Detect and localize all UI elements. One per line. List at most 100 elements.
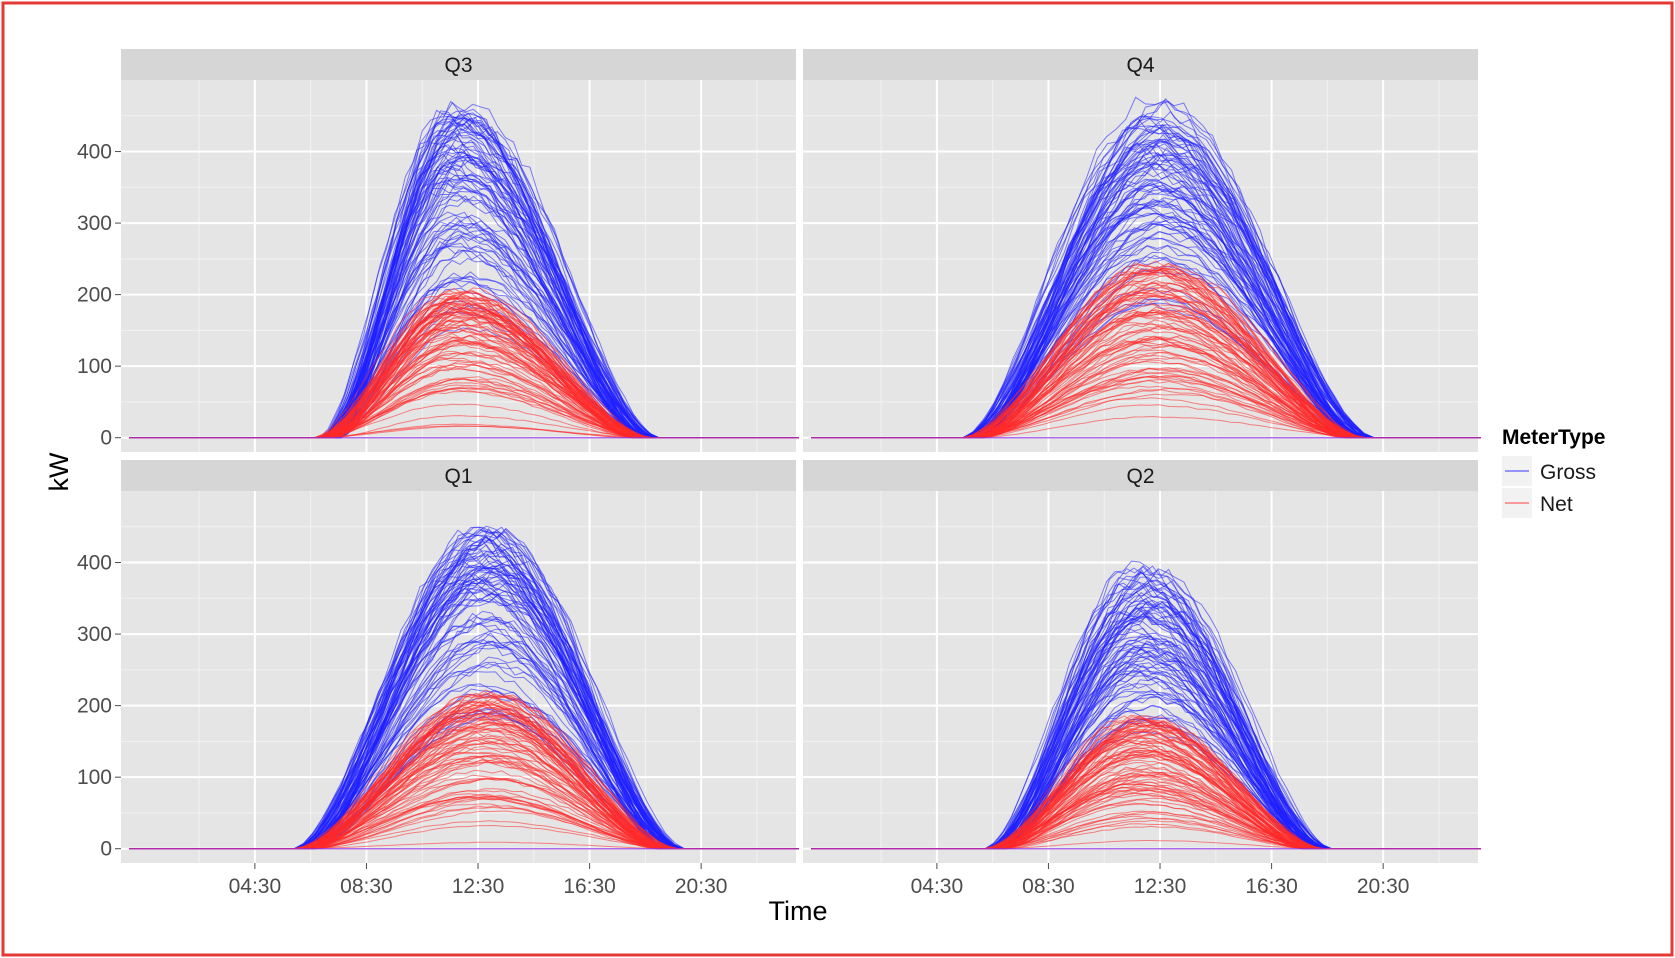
- net-curve: [129, 311, 799, 439]
- panels: Q3 0 100 200 300 400 Q4 Q1 0 100 200 300 400 04:30 08:…: [77, 49, 1481, 898]
- net-curve: [129, 709, 799, 850]
- net-curve: [129, 403, 799, 439]
- y-tick-label: 100: [77, 355, 112, 378]
- gross-curve: [129, 559, 799, 850]
- strip-q1: [121, 460, 796, 491]
- x-tick-label: 12:30: [1134, 875, 1187, 898]
- y-tick-label: 200: [77, 695, 112, 718]
- net-curve: [129, 756, 799, 850]
- net-curve: [811, 380, 1481, 439]
- series-gross: [129, 100, 799, 439]
- gross-curve: [129, 131, 799, 439]
- net-curve: [811, 810, 1481, 850]
- net-curve: [129, 805, 799, 850]
- gross-curve: [811, 147, 1481, 439]
- series-net: [129, 287, 799, 439]
- x-tick-label: 12:30: [452, 875, 505, 898]
- gross-curve: [811, 652, 1481, 850]
- gross-curve: [129, 628, 799, 850]
- panel-q4: Q4: [803, 49, 1481, 452]
- gross-curve: [811, 181, 1481, 439]
- x-tick-label: 04:30: [911, 875, 964, 898]
- gross-curve: [811, 580, 1481, 850]
- gross-curve: [129, 214, 799, 439]
- panel-q2: Q2 04:30 08:30 12:30 16:30 20:30: [803, 460, 1481, 898]
- net-curve: [129, 740, 799, 850]
- gross-curve: [129, 580, 799, 850]
- net-curve: [811, 727, 1481, 850]
- gross-curve: [811, 564, 1481, 850]
- net-curve: [129, 793, 799, 850]
- net-curve: [811, 719, 1481, 850]
- net-curve: [129, 824, 799, 850]
- gross-curve: [129, 112, 799, 439]
- net-curve: [129, 730, 799, 850]
- gross-curve: [811, 605, 1481, 850]
- net-curve: [811, 351, 1481, 439]
- gross-curve: [811, 140, 1481, 439]
- net-curve: [129, 717, 799, 850]
- net-curve: [129, 778, 799, 850]
- y-tick-label: 400: [77, 552, 112, 575]
- net-curve: [129, 788, 799, 850]
- gross-curve: [129, 211, 799, 439]
- y-tick-label: 300: [77, 623, 112, 646]
- strip-q2: [803, 460, 1478, 491]
- x-tick-label: 08:30: [340, 875, 393, 898]
- net-curve: [811, 397, 1481, 439]
- net-curve: [811, 840, 1481, 850]
- gross-curve: [129, 528, 799, 850]
- net-curve: [811, 295, 1481, 439]
- net-curve: [811, 783, 1481, 850]
- panel-background: [121, 491, 796, 863]
- y-tick-label: 200: [77, 284, 112, 307]
- gross-curve: [129, 103, 799, 439]
- net-curve: [811, 371, 1481, 439]
- net-curve: [129, 323, 799, 439]
- x-tick-label: 20:30: [675, 875, 728, 898]
- strip-q4: [803, 49, 1478, 80]
- gross-curve: [129, 589, 799, 850]
- net-curve: [129, 761, 799, 850]
- legend-label: Gross: [1540, 461, 1596, 484]
- net-curve: [129, 302, 799, 439]
- net-curve: [811, 775, 1481, 850]
- gross-curve: [129, 183, 799, 439]
- y-tick-label: 0: [100, 838, 112, 861]
- net-curve: [129, 376, 799, 439]
- net-curve: [129, 287, 799, 439]
- net-curve: [129, 298, 799, 439]
- net-curve: [811, 774, 1481, 850]
- legend: MeterType Gross Net: [1502, 426, 1605, 518]
- y-tick-label: 100: [77, 766, 112, 789]
- x-tick-label: 20:30: [1357, 875, 1410, 898]
- gross-curve: [129, 113, 799, 439]
- gross-curve: [811, 662, 1481, 850]
- gross-curve: [129, 242, 799, 439]
- gross-curve: [811, 124, 1481, 439]
- legend-title: MeterType: [1502, 426, 1605, 449]
- gross-curve: [811, 196, 1481, 439]
- y-tick-label: 0: [100, 427, 112, 450]
- gross-curve: [129, 586, 799, 850]
- x-tick-label: 16:30: [563, 875, 616, 898]
- net-curve: [129, 728, 799, 850]
- gross-curve: [811, 138, 1481, 439]
- legend-entry-net: Net: [1502, 488, 1573, 518]
- gross-curve: [129, 535, 799, 850]
- gross-curve: [811, 96, 1481, 439]
- net-curve: [129, 694, 799, 850]
- net-curve: [811, 376, 1481, 439]
- net-curve: [811, 823, 1481, 850]
- net-curve: [129, 806, 799, 850]
- gross-curve: [811, 639, 1481, 850]
- net-curve: [811, 302, 1481, 439]
- net-curve: [129, 290, 799, 439]
- strip-q3: [121, 49, 796, 80]
- gross-curve: [129, 117, 799, 439]
- gross-curve: [129, 574, 799, 850]
- gross-curve: [129, 555, 799, 850]
- strip-label: Q2: [1126, 465, 1154, 488]
- series-gross: [811, 96, 1481, 439]
